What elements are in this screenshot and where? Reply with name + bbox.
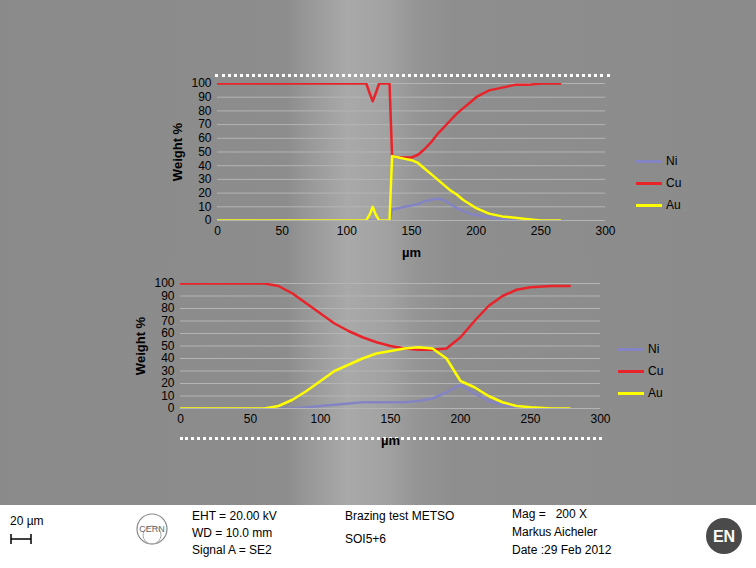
html-text:Ni: Ni <box>648 342 660 356</box>
svg-text:60: 60 <box>161 326 175 340</box>
svg-text:50: 50 <box>198 145 212 159</box>
svg-text:CERN: CERN <box>139 524 165 534</box>
svg-text:100: 100 <box>191 76 211 90</box>
svg-text:100: 100 <box>154 276 174 290</box>
svg-text:0: 0 <box>168 401 175 415</box>
svg-text:10: 10 <box>161 389 175 403</box>
svg-text:70: 70 <box>198 117 212 131</box>
html-text:EHT = 20.00 kV: EHT = 20.00 kV <box>192 509 277 523</box>
html-text:Ni: Ni <box>666 154 678 168</box>
svg-text:90: 90 <box>161 289 175 303</box>
svg-text:0: 0 <box>177 412 184 426</box>
svg-text:100: 100 <box>337 224 357 238</box>
svg-text:100: 100 <box>310 412 330 426</box>
svg-text:300: 300 <box>590 412 610 426</box>
html-text:Date :29 Feb 2012: Date :29 Feb 2012 <box>512 543 612 557</box>
svg-text:50: 50 <box>161 339 175 353</box>
svg-text:10: 10 <box>198 200 212 214</box>
html-text:Au: Au <box>666 198 681 212</box>
svg-text:50: 50 <box>244 412 258 426</box>
html-text:SOI5+6: SOI5+6 <box>345 532 386 546</box>
svg-text:0: 0 <box>214 224 221 238</box>
svg-text:EN: EN <box>713 528 735 545</box>
svg-text:250: 250 <box>520 412 540 426</box>
svg-text:30: 30 <box>198 172 212 186</box>
html-text:Cu: Cu <box>648 364 664 378</box>
svg-text:250: 250 <box>531 224 551 238</box>
svg-text:70: 70 <box>161 314 175 328</box>
html-text:Markus Aicheler: Markus Aicheler <box>512 525 598 539</box>
svg-text:µm: µm <box>381 433 400 448</box>
html-text:Mag = 200 X: Mag = 200 X <box>512 507 587 521</box>
svg-text:150: 150 <box>380 412 400 426</box>
svg-text:µm: µm <box>402 245 421 260</box>
html-text:20 µm: 20 µm <box>10 514 44 528</box>
svg-text:0: 0 <box>205 213 212 227</box>
html-text:Au: Au <box>648 386 663 400</box>
svg-text:30: 30 <box>161 364 175 378</box>
svg-text:200: 200 <box>466 224 486 238</box>
html-text:Signal A = SE2: Signal A = SE2 <box>192 543 272 557</box>
svg-text:Weight %: Weight % <box>170 122 185 181</box>
svg-text:50: 50 <box>275 224 289 238</box>
svg-text:90: 90 <box>198 90 212 104</box>
svg-text:60: 60 <box>198 131 212 145</box>
svg-text:300: 300 <box>595 224 615 238</box>
svg-text:80: 80 <box>198 104 212 118</box>
svg-text:20: 20 <box>161 376 175 390</box>
svg-text:40: 40 <box>161 351 175 365</box>
svg-text:Weight %: Weight % <box>133 316 148 375</box>
html-text:Brazing test METSO: Brazing test METSO <box>345 509 455 523</box>
html-text:Cu: Cu <box>666 176 682 190</box>
svg-text:20: 20 <box>198 186 212 200</box>
svg-text:80: 80 <box>161 301 175 315</box>
svg-text:200: 200 <box>450 412 470 426</box>
html-text:WD = 10.0 mm: WD = 10.0 mm <box>192 526 273 540</box>
svg-text:40: 40 <box>198 159 212 173</box>
svg-text:150: 150 <box>401 224 421 238</box>
